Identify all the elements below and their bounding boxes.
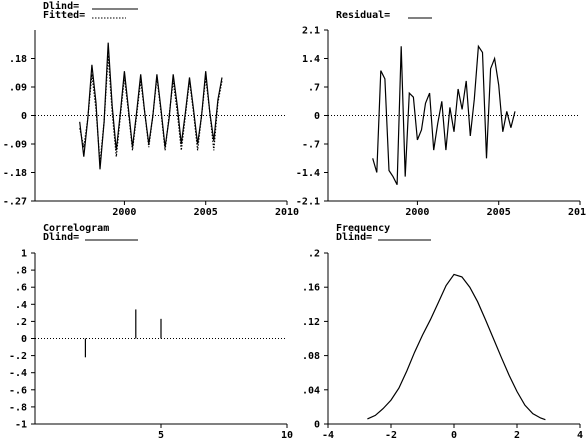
freq-y-tick-label: .16 [302, 283, 320, 294]
correl-panel: Correlogram Dlind= -1 -.8 -.6 -.4 -.2 0 .2 .4 .6… [9, 223, 293, 441]
freq-y-tick-label: .12 [302, 317, 320, 328]
correl-y-tick-label: .6 [15, 283, 27, 294]
resid-y-tick-label: 1.4 [302, 54, 320, 65]
fit-y-tick-label: -.27 [3, 197, 27, 208]
fit-y-tick-label: .09 [9, 83, 27, 94]
fit-legend-fitted: Fitted= [43, 9, 85, 21]
correl-title: Correlogram [43, 223, 109, 234]
freq-y-tick-label: 0 [314, 420, 320, 431]
fit-panel: Dlind= Fitted= -.27 -.18 -.09 0 .09 .18 2000 20… [3, 0, 299, 218]
freq-x-tick-label: -4 [322, 430, 334, 441]
freq-title: Frequency [336, 223, 390, 234]
resid-y-tick-label: 0 [314, 111, 320, 122]
resid-y-tick-label: 2.1 [302, 26, 320, 37]
freq-y-tick-label: .04 [302, 385, 320, 396]
freq-x-tick-label: 4 [577, 430, 583, 441]
correl-x-tick-label: 10 [281, 430, 293, 441]
correl-y-tick-label: 1 [21, 249, 27, 260]
resid-y-tick-label: -.7 [302, 140, 320, 151]
freq-x-tick-label: 0 [451, 430, 457, 441]
fit-y-tick-label: -.09 [3, 140, 27, 151]
resid-y-tick-label: -2.1 [296, 197, 320, 208]
fit-x-tick-label: 2005 [194, 207, 218, 218]
resid-title: Residual= [336, 9, 390, 21]
correl-x-tick-label: 5 [158, 430, 164, 441]
correl-y-tick-label: -.2 [9, 351, 27, 362]
correl-y-tick-label: -.8 [9, 402, 27, 413]
resid-x-tick-label: 2000 [405, 207, 429, 218]
freq-x-tick-label: 2 [514, 430, 520, 441]
resid-y-tick-label: -1.4 [296, 168, 320, 179]
resid-x-tick-label: 2010 [568, 207, 586, 218]
correl-y-tick-label: -.4 [9, 368, 27, 379]
freq-legend-dlind: Dlind= [336, 231, 372, 243]
fit-y-tick-label: 0 [21, 111, 27, 122]
fit-x-tick-label: 2010 [275, 207, 299, 218]
correl-y-tick-label: .4 [15, 300, 27, 311]
fit-series-dlind [79, 42, 223, 170]
resid-panel: Residual= -2.1 -1.4 -.7 0 .7 1.4 2.1 2000 2005 20… [296, 9, 586, 218]
correl-y-tick-label: -.6 [9, 385, 27, 396]
correl-y-tick-label: -1 [15, 420, 27, 431]
fit-y-tick-label: -.18 [3, 168, 27, 179]
fit-x-tick-label: 2000 [112, 207, 136, 218]
correl-y-tick-label: 0 [21, 334, 27, 345]
correl-legend-dlind: Dlind= [43, 231, 79, 243]
fit-series-fitted [79, 55, 223, 164]
resid-x-tick-label: 2005 [487, 207, 511, 218]
freq-x-tick-label: -2 [385, 430, 397, 441]
freq-y-tick-label: .08 [302, 351, 320, 362]
resid-y-tick-label: .7 [308, 83, 320, 94]
freq-y-tick-label: .2 [308, 249, 320, 260]
fit-legend-dlind: Dlind= [43, 0, 79, 12]
fit-y-tick-label: .18 [9, 54, 27, 65]
freq-panel: Frequency Dlind= 0 .04 .08 .12 .16 .2 -4 -2 0 2 4 [302, 223, 583, 441]
freq-series-density [367, 273, 546, 421]
correl-y-tick-label: .8 [15, 266, 27, 277]
resid-series-residual [372, 44, 516, 185]
correl-y-tick-label: .2 [15, 317, 27, 328]
